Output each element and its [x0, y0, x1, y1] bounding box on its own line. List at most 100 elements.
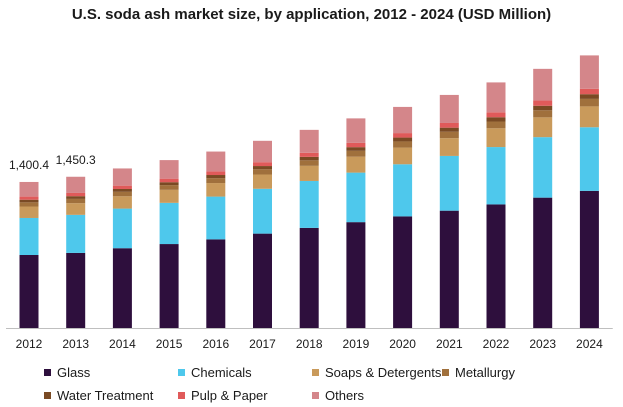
bar-2021-metallurgy — [439, 131, 459, 139]
x-tick-label-2013: 2013 — [62, 337, 89, 351]
bar-2022-others — [486, 82, 506, 113]
bar-2015-water-treatment — [159, 182, 179, 186]
legend-label-water-treatment: Water Treatment — [57, 388, 154, 403]
legend-row-2: Water Treatment Pulp & Paper Others — [44, 384, 614, 407]
x-tick-label-2022: 2022 — [483, 337, 510, 351]
bar-2018-others — [299, 129, 319, 153]
bar-2015-metallurgy — [159, 185, 179, 190]
bar-2019-chemicals — [346, 172, 366, 223]
bar-2023-others — [533, 68, 553, 101]
bar-2024-pulp-paper — [579, 88, 599, 95]
bar-2013-soaps-detergents — [66, 203, 86, 215]
bar-2021-others — [439, 94, 459, 123]
x-tick-label-2018: 2018 — [296, 337, 323, 351]
bar-2017-others — [253, 140, 272, 163]
x-tick-label-2016: 2016 — [202, 337, 229, 351]
x-tick-label-2017: 2017 — [249, 337, 276, 351]
bar-2013-metallurgy — [66, 198, 86, 204]
bar-2021-glass — [439, 210, 459, 328]
x-tick-label-2019: 2019 — [343, 337, 370, 351]
bar-2013-glass — [66, 252, 86, 328]
legend-item-pulp-paper: Pulp & Paper — [178, 388, 312, 403]
bar-2015-soaps-detergents — [159, 189, 179, 203]
bar-2024-glass — [579, 190, 599, 328]
bar-2022-water-treatment — [486, 117, 506, 122]
bar-2018-metallurgy — [299, 160, 319, 166]
bar-2012-others — [19, 181, 39, 197]
bar-2018-pulp-paper — [299, 152, 319, 157]
legend-swatch-water-treatment — [44, 392, 51, 399]
bar-2020-pulp-paper — [393, 133, 413, 138]
bar-2016-pulp-paper — [206, 171, 226, 176]
bar-2021-water-treatment — [439, 127, 459, 132]
legend-item-metallurgy: Metallurgy — [442, 365, 572, 380]
data-label-2013: 1,450.3 — [56, 153, 96, 167]
bar-2021-pulp-paper — [439, 122, 459, 128]
legend-item-water-treatment: Water Treatment — [44, 388, 178, 403]
bar-2019-metallurgy — [346, 150, 366, 157]
data-label-2012: 1,400.4 — [9, 158, 49, 172]
bar-2016-metallurgy — [206, 178, 226, 184]
legend-label-soaps-detergents: Soaps & Detergents — [325, 365, 442, 380]
bar-2024-metallurgy — [579, 98, 599, 107]
bar-2024-water-treatment — [579, 94, 599, 99]
bar-2015-others — [159, 160, 179, 179]
bar-2022-soaps-detergents — [486, 128, 506, 148]
bar-2012-water-treatment — [19, 199, 39, 203]
bar-2023-metallurgy — [533, 110, 553, 118]
legend-label-others: Others — [325, 388, 365, 403]
bar-2013-pulp-paper — [66, 192, 86, 197]
bar-2020-water-treatment — [393, 137, 413, 142]
x-tick-label-2023: 2023 — [529, 337, 556, 351]
legend-item-chemicals: Chemicals — [178, 365, 312, 380]
bar-2016-chemicals — [206, 196, 226, 240]
bar-2019-glass — [346, 222, 366, 328]
bar-2013-water-treatment — [66, 196, 86, 199]
x-tick-label-2021: 2021 — [436, 337, 463, 351]
bar-2013-others — [66, 176, 86, 193]
bar-2023-soaps-detergents — [533, 117, 553, 138]
legend-swatch-soaps-detergents — [312, 369, 319, 376]
legend-item-soaps-detergents: Soaps & Detergents — [312, 365, 442, 380]
bar-2014-metallurgy — [112, 191, 132, 197]
bar-2012-glass — [19, 255, 39, 328]
bar-2023-glass — [533, 197, 553, 328]
bar-2021-chemicals — [439, 155, 459, 211]
bar-2014-water-treatment — [112, 188, 132, 192]
legend-label-pulp-paper: Pulp & Paper — [191, 388, 268, 403]
bar-2018-chemicals — [299, 180, 319, 228]
bar-2020-glass — [393, 216, 413, 328]
chart-title: U.S. soda ash market size, by applicatio… — [71, 6, 552, 23]
bar-2016-glass — [206, 239, 226, 328]
bar-2017-chemicals — [253, 188, 272, 234]
bar-2017-water-treatment — [253, 166, 272, 170]
bar-2015-pulp-paper — [159, 178, 179, 183]
bar-2022-metallurgy — [486, 121, 506, 129]
legend-swatch-others — [312, 392, 319, 399]
legend-swatch-metallurgy — [442, 369, 449, 376]
bar-2021-soaps-detergents — [439, 138, 459, 156]
legend-swatch-glass — [44, 369, 51, 376]
legend-item-glass: Glass — [44, 365, 178, 380]
bar-2022-chemicals — [486, 147, 506, 205]
legend-item-others: Others — [312, 388, 442, 403]
bar-2012-metallurgy — [19, 202, 39, 207]
bar-2018-soaps-detergents — [299, 165, 319, 181]
x-tick-label-2014: 2014 — [109, 337, 136, 351]
bar-2024-soaps-detergents — [579, 106, 599, 128]
legend-label-metallurgy: Metallurgy — [455, 365, 515, 380]
bar-2017-pulp-paper — [253, 162, 272, 167]
bar-2017-soaps-detergents — [253, 174, 272, 189]
bar-2020-chemicals — [393, 164, 413, 217]
bar-2014-chemicals — [112, 208, 132, 249]
bar-2016-water-treatment — [206, 175, 226, 179]
bar-2019-pulp-paper — [346, 142, 366, 148]
legend-swatch-pulp-paper — [178, 392, 185, 399]
bar-2014-soaps-detergents — [112, 196, 132, 209]
bar-2019-others — [346, 118, 366, 143]
bar-2023-water-treatment — [533, 105, 553, 111]
x-tick-label-2015: 2015 — [156, 337, 183, 351]
bar-2018-water-treatment — [299, 156, 319, 161]
bar-2014-pulp-paper — [112, 185, 132, 189]
x-tick-label-2012: 2012 — [16, 337, 43, 351]
